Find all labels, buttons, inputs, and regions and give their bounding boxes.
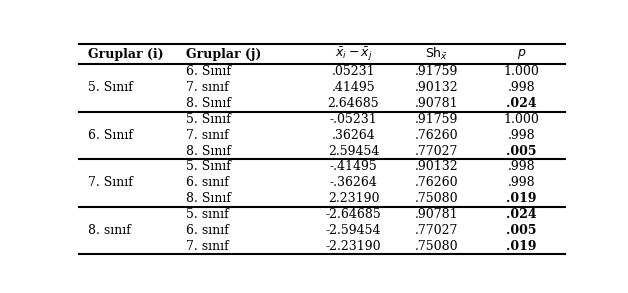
Text: .90132: .90132 (414, 81, 458, 94)
Text: 1.000: 1.000 (504, 65, 539, 79)
Text: .76260: .76260 (414, 129, 458, 142)
Text: .91759: .91759 (414, 113, 458, 126)
Text: .998: .998 (507, 129, 535, 142)
Text: 7. sınıf: 7. sınıf (186, 129, 229, 142)
Text: 5. Sınıf: 5. Sınıf (88, 81, 133, 94)
Text: 6. sınıf: 6. sınıf (186, 176, 229, 189)
Text: .77027: .77027 (414, 224, 458, 237)
Text: -.41495: -.41495 (330, 161, 377, 173)
Text: $\bar{x}_i - \bar{x}_j$: $\bar{x}_i - \bar{x}_j$ (335, 45, 372, 63)
Text: .41495: .41495 (332, 81, 376, 94)
Text: -2.23190: -2.23190 (326, 240, 381, 253)
Text: .36264: .36264 (332, 129, 376, 142)
Text: .75080: .75080 (414, 240, 458, 253)
Text: Gruplar (j): Gruplar (j) (186, 47, 261, 61)
Text: .76260: .76260 (414, 176, 458, 189)
Text: 5. Sınıf: 5. Sınıf (186, 113, 230, 126)
Text: -2.64685: -2.64685 (325, 208, 381, 221)
Text: .998: .998 (507, 176, 535, 189)
Text: .90132: .90132 (414, 161, 458, 173)
Text: .024: .024 (506, 97, 537, 110)
Text: $\mathrm{Sh}_{\bar{x}}$: $\mathrm{Sh}_{\bar{x}}$ (425, 46, 448, 62)
Text: .019: .019 (506, 240, 537, 253)
Text: 7. Sınıf: 7. Sınıf (88, 176, 133, 189)
Text: .005: .005 (506, 224, 537, 237)
Text: 8. Sınıf: 8. Sınıf (186, 97, 230, 110)
Text: 2.64685: 2.64685 (328, 97, 379, 110)
Text: .90781: .90781 (414, 97, 458, 110)
Text: Gruplar (i): Gruplar (i) (88, 47, 164, 61)
Text: 7. sınıf: 7. sınıf (186, 81, 229, 94)
Text: .75080: .75080 (414, 192, 458, 205)
Text: .998: .998 (507, 161, 535, 173)
Text: .91759: .91759 (414, 65, 458, 79)
Text: .024: .024 (506, 208, 537, 221)
Text: .019: .019 (506, 192, 537, 205)
Text: -2.59454: -2.59454 (326, 224, 381, 237)
Text: .998: .998 (507, 81, 535, 94)
Text: 8. sınıf: 8. sınıf (88, 224, 131, 237)
Text: 7. sınıf: 7. sınıf (186, 240, 229, 253)
Text: -.36264: -.36264 (330, 176, 377, 189)
Text: $p$: $p$ (517, 47, 526, 61)
Text: 2.23190: 2.23190 (328, 192, 379, 205)
Text: 8. Sınıf: 8. Sınıf (186, 145, 230, 158)
Text: 5. Sınıf: 5. Sınıf (186, 161, 230, 173)
Text: .90781: .90781 (414, 208, 458, 221)
Text: 5. sınıf: 5. sınıf (186, 208, 229, 221)
Text: 6. Sınıf: 6. Sınıf (88, 129, 133, 142)
Text: 2.59454: 2.59454 (328, 145, 379, 158)
Text: 1.000: 1.000 (504, 113, 539, 126)
Text: 8. Sınıf: 8. Sınıf (186, 192, 230, 205)
Text: .005: .005 (506, 145, 537, 158)
Text: .77027: .77027 (414, 145, 458, 158)
Text: 6. sınıf: 6. sınıf (186, 224, 229, 237)
Text: 6. Sınıf: 6. Sınıf (186, 65, 230, 79)
Text: .05231: .05231 (332, 65, 376, 79)
Text: -.05231: -.05231 (330, 113, 377, 126)
